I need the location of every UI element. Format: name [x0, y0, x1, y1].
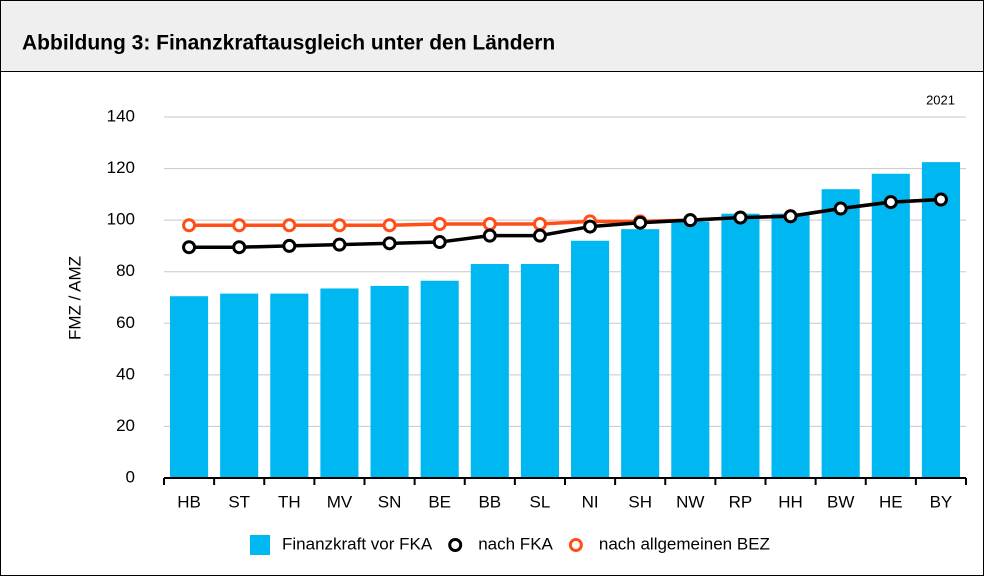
x-tick-label: BB: [478, 492, 501, 511]
marker: [783, 209, 798, 224]
marker: [382, 218, 397, 233]
plot: 0 20 40 60 80 100 120 140 HB ST TH MV SN BE BB SL NI SH NW…: [107, 106, 967, 511]
bar: [470, 263, 509, 478]
bar: [671, 221, 710, 479]
x-tick-label: BW: [827, 492, 854, 511]
marker: [282, 238, 297, 253]
legend-label: Finanzkraft vor FKA: [282, 534, 433, 553]
marker: [683, 213, 698, 228]
y-tick-label: 100: [107, 210, 135, 229]
legend-swatch: [448, 538, 463, 552]
y-tick-label: 40: [116, 364, 135, 383]
marker: [282, 218, 297, 233]
marker: [432, 235, 447, 250]
bar: [370, 285, 409, 478]
x-tick-label: BE: [428, 492, 451, 511]
bar: [721, 213, 760, 479]
bar: [270, 293, 309, 478]
legend-label: nach allgemeinen BEZ: [599, 534, 770, 553]
y-tick-label: 60: [116, 313, 135, 332]
line: [189, 197, 942, 249]
bar: [821, 189, 860, 478]
marker: [332, 237, 347, 252]
y-tick-label: 0: [126, 467, 135, 486]
x-tick-label: SL: [530, 492, 551, 511]
marker: [933, 192, 948, 207]
marker: [532, 228, 547, 243]
marker: [232, 218, 247, 233]
bar: [320, 288, 359, 478]
y-tick-label: 120: [107, 158, 135, 177]
x-tick-label: HH: [778, 492, 803, 511]
bar: [621, 229, 660, 478]
marker: [532, 217, 547, 232]
y-tick-label: 80: [116, 261, 135, 280]
marker: [232, 240, 247, 255]
marker: [482, 217, 497, 232]
bar: [571, 240, 610, 478]
x-tick-label: RP: [729, 492, 753, 511]
chart-title: Abbildung 3: Finanzkraftausgleich unter …: [22, 32, 555, 55]
bar: [921, 162, 960, 478]
bar: [170, 296, 209, 478]
x-tick-label: ST: [228, 492, 250, 511]
legend-label: nach FKA: [478, 534, 553, 553]
x-tick-label: SN: [378, 492, 402, 511]
marker: [583, 219, 598, 234]
marker: [182, 218, 197, 233]
x-tick-label: NW: [676, 492, 704, 511]
marker: [833, 201, 848, 216]
x-tick-label: TH: [278, 492, 301, 511]
marker: [633, 215, 648, 230]
bar: [520, 263, 559, 478]
x-tick-label: SH: [628, 492, 652, 511]
marker: [432, 217, 447, 232]
y-tick-label: 20: [116, 416, 135, 435]
legend: Finanzkraft vor FKA nach FKA nach allgemei…: [250, 534, 770, 555]
y-axis-label: FMZ / AMZ: [65, 256, 84, 340]
bar: [771, 213, 810, 479]
marker: [733, 210, 748, 225]
x-tick-label: BY: [930, 492, 953, 511]
legend-swatch: [250, 535, 270, 555]
annotation: 2021: [926, 92, 955, 107]
marker: [482, 228, 497, 243]
y-tick-label: 140: [107, 106, 135, 125]
header: [0, 0, 984, 72]
bar: [871, 173, 910, 478]
bar: [420, 280, 459, 478]
bar: [220, 293, 259, 478]
x-tick-label: HB: [177, 492, 201, 511]
marker: [883, 195, 898, 210]
legend-swatch: [568, 538, 583, 552]
x-tick-label: MV: [327, 492, 353, 511]
x-tick-label: NI: [582, 492, 599, 511]
x-tick-label: HE: [879, 492, 903, 511]
marker: [182, 240, 197, 255]
marker: [382, 236, 397, 251]
marker: [332, 218, 347, 233]
